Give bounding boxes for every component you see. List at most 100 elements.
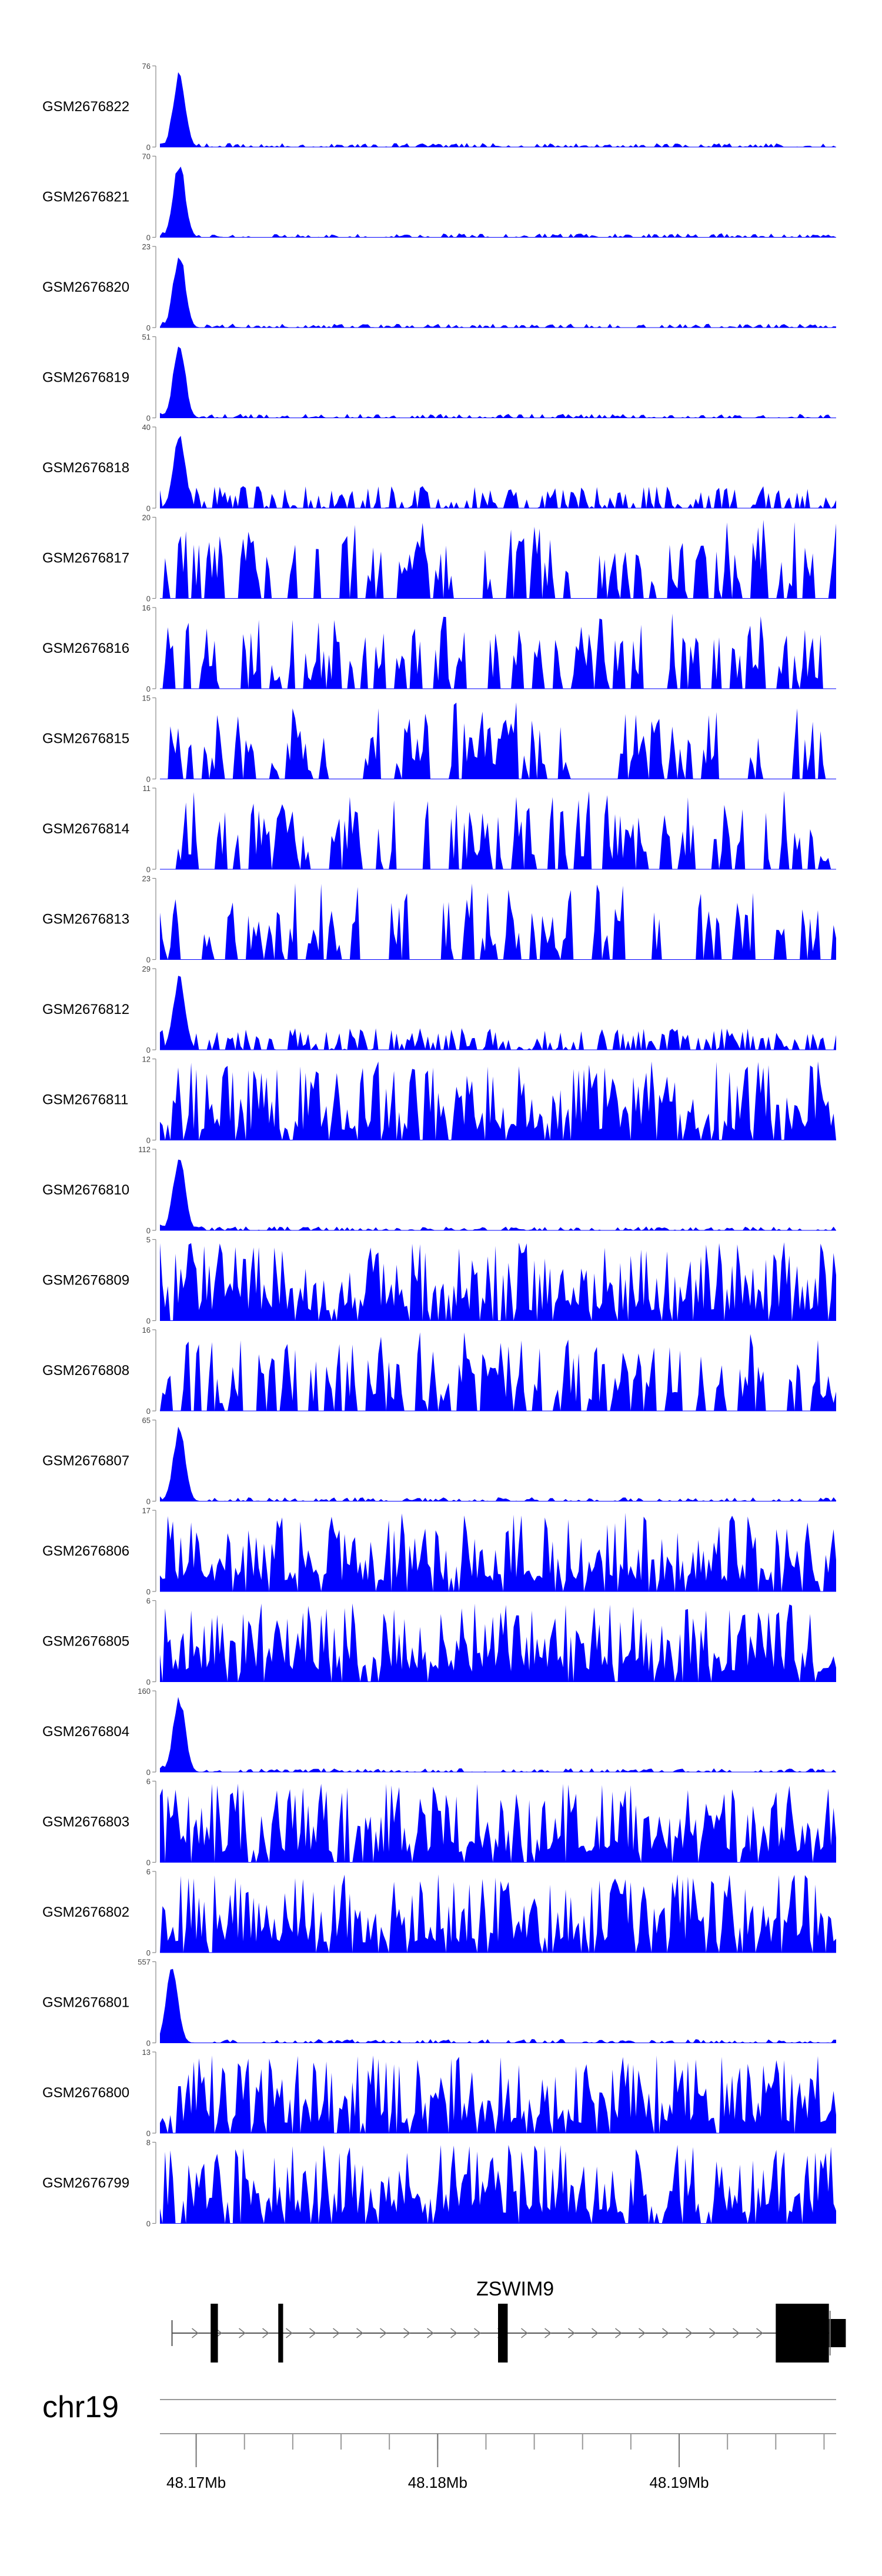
y-axis-zero-label: 0 [146, 1768, 151, 1777]
track: GSM2676802 6 0 [42, 1867, 836, 1957]
x-axis-tick-label: 48.18Mb [408, 2474, 467, 2491]
track: GSM2676813 23 0 [42, 875, 836, 965]
exon-block [776, 2304, 829, 2363]
track-label: GSM2676803 [42, 1814, 129, 1830]
coverage-area [160, 346, 836, 418]
y-axis-zero-label: 0 [146, 1948, 151, 1957]
y-axis-zero-label: 0 [146, 1497, 151, 1506]
track: GSM2676817 20 0 [42, 513, 836, 603]
strand-arrow [639, 2328, 646, 2338]
track-label: GSM2676802 [42, 1904, 129, 1920]
utr-block [828, 2319, 846, 2347]
track-label: GSM2676810 [42, 1182, 129, 1198]
y-axis-max-label: 20 [142, 513, 151, 522]
coverage-area [160, 1242, 836, 1321]
coverage-area [160, 1968, 836, 2043]
coverage-area [160, 702, 836, 779]
y-axis-zero-label: 0 [146, 595, 151, 603]
track-label: GSM2676807 [42, 1453, 129, 1469]
y-axis-zero-label: 0 [146, 233, 151, 242]
strand-arrow [380, 2328, 387, 2338]
coverage-area [160, 1697, 836, 1772]
tracks-layer: GSM2676822760GSM2676821700GSM2676820230G… [42, 62, 836, 2228]
chromosome-label: chr19 [42, 2390, 119, 2424]
coverage-area [160, 613, 836, 689]
coverage-area [160, 520, 836, 599]
track: GSM2676800 13 0 [42, 2048, 836, 2138]
exon-block [211, 2304, 218, 2363]
y-axis-zero-label: 0 [146, 956, 151, 965]
track-label: GSM2676813 [42, 912, 129, 927]
coverage-area [160, 976, 836, 1050]
track: GSM2676816 16 0 [42, 603, 836, 693]
coverage-area [160, 1061, 836, 1140]
y-axis-zero-label: 0 [146, 685, 151, 693]
coverage-area [160, 257, 836, 328]
y-axis-max-label: 16 [142, 603, 151, 612]
strand-arrow [427, 2328, 434, 2338]
y-axis-max-label: 16 [142, 1326, 151, 1334]
y-axis-zero-label: 0 [146, 1858, 151, 1867]
y-axis-zero-label: 0 [146, 414, 151, 423]
coverage-area [160, 790, 836, 869]
strand-arrow [544, 2328, 552, 2338]
track-label: GSM2676820 [42, 279, 129, 295]
strand-arrow [521, 2328, 528, 2338]
track-label: GSM2676809 [42, 1273, 129, 1289]
exon-block [498, 2304, 508, 2363]
strand-arrow [262, 2328, 269, 2338]
y-axis-max-label: 40 [142, 423, 151, 432]
y-axis-zero-label: 0 [146, 143, 151, 152]
x-axis-tick-label: 48.19Mb [649, 2474, 709, 2491]
track-label: GSM2676812 [42, 1002, 129, 1017]
y-axis-zero-label: 0 [146, 1046, 151, 1055]
track: GSM2676803 6 0 [42, 1777, 836, 1867]
coverage-area [160, 883, 836, 960]
track: GSM2676804 160 0 [42, 1687, 836, 1777]
coverage-area [160, 166, 836, 238]
gene-name-label: ZSWIM9 [476, 2278, 554, 2300]
y-axis-zero-label: 0 [146, 1226, 151, 1235]
gene-model: ZSWIM9 [171, 2278, 846, 2363]
strand-arrow [474, 2328, 481, 2338]
strand-arrow [709, 2328, 716, 2338]
y-axis-max-label: 6 [146, 1867, 151, 1876]
track: GSM2676822 76 0 [42, 62, 836, 152]
y-axis-max-label: 6 [146, 1597, 151, 1606]
y-axis-max-label: 112 [138, 1145, 151, 1154]
track-label: GSM2676799 [42, 2175, 129, 2191]
coverage-area [160, 1426, 836, 1501]
track: GSM2676811 12 0 [42, 1055, 836, 1145]
track-label: GSM2676815 [42, 731, 129, 747]
track: GSM2676809 5 0 [42, 1236, 836, 1326]
track-label: GSM2676811 [42, 1092, 128, 1108]
track: GSM2676801 557 0 [42, 1958, 836, 2048]
track-label: GSM2676804 [42, 1724, 129, 1740]
track: GSM2676814 11 0 [42, 784, 836, 874]
track-label: GSM2676800 [42, 2085, 129, 2101]
track-label: GSM2676801 [42, 1995, 129, 2011]
track-label: GSM2676817 [42, 550, 129, 566]
y-axis-zero-label: 0 [146, 1587, 151, 1596]
track: GSM2676808 16 0 [42, 1326, 836, 1416]
y-axis-max-label: 15 [142, 694, 151, 703]
y-axis-zero-label: 0 [146, 1136, 151, 1145]
y-axis-max-label: 76 [142, 62, 151, 71]
x-axis-tick-label: 48.17Mb [166, 2474, 226, 2491]
strand-arrow [286, 2328, 293, 2338]
strand-arrow [568, 2328, 575, 2338]
coverage-area [160, 1332, 836, 1411]
y-axis-max-label: 5 [146, 1236, 151, 1244]
y-axis-max-label: 70 [142, 152, 151, 161]
coverage-area [160, 1513, 836, 1591]
y-axis-max-label: 17 [142, 1506, 151, 1515]
y-axis-max-label: 23 [142, 242, 151, 251]
track-label: GSM2676806 [42, 1543, 129, 1559]
y-axis-zero-label: 0 [146, 1407, 151, 1416]
track-label: GSM2676805 [42, 1634, 129, 1650]
track-label: GSM2676818 [42, 460, 129, 476]
coverage-area [160, 1603, 836, 1682]
y-axis-zero-label: 0 [146, 1317, 151, 1326]
strand-arrow [356, 2328, 363, 2338]
